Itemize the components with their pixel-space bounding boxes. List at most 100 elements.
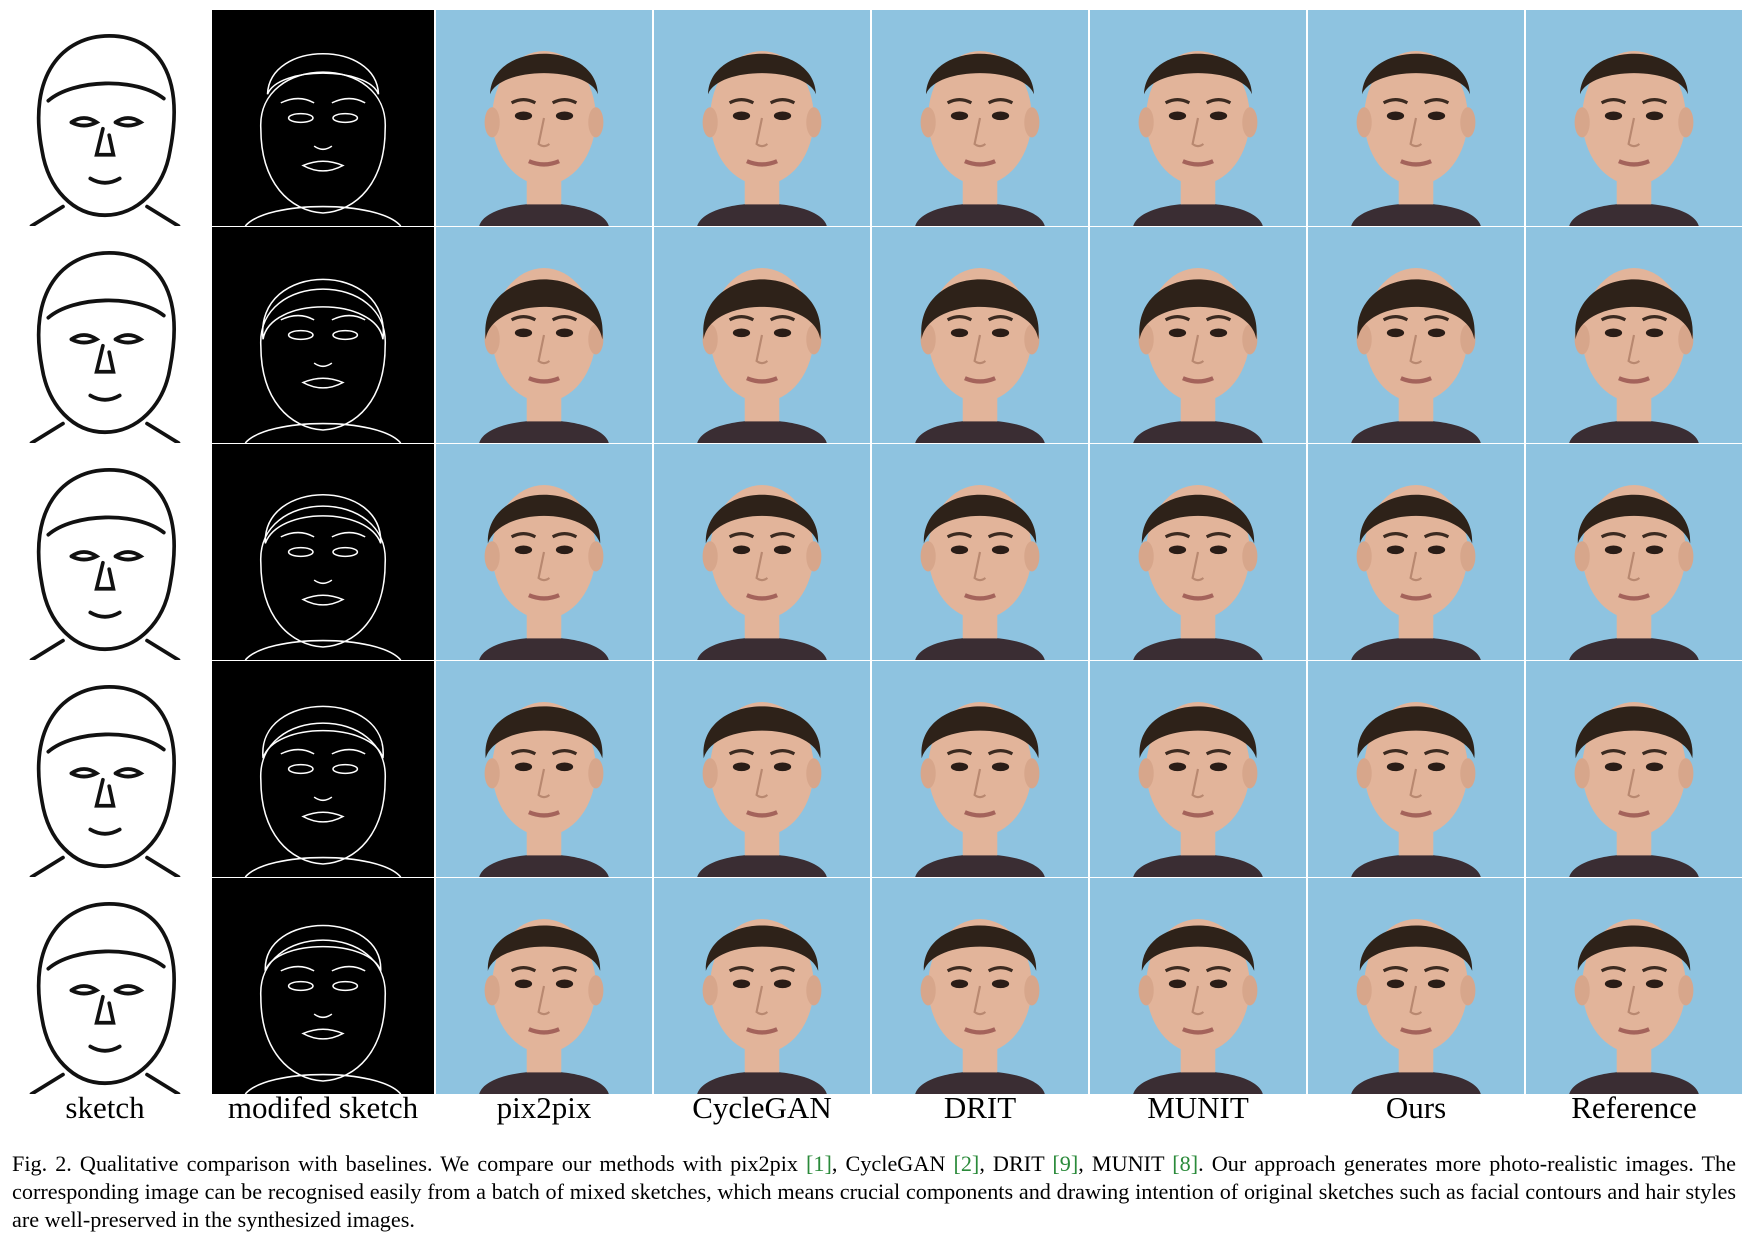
photo-image [1526, 661, 1742, 877]
label-pix2pix: pix2pix [496, 1090, 592, 1125]
caption-text: , CycleGAN [831, 1151, 954, 1176]
photo-image [1308, 10, 1524, 226]
label-modified-sketch: modifed sketch [227, 1090, 419, 1125]
edge-image [212, 661, 434, 877]
photo-image [436, 661, 652, 877]
figure-cell-reference-row-5 [1526, 878, 1742, 1094]
photo-image [872, 444, 1088, 660]
figure-cell-sketch-row-1 [0, 10, 210, 226]
caption-text: , MUNIT [1078, 1151, 1173, 1176]
photo-image [1090, 10, 1306, 226]
figure-caption: Fig. 2. Qualitative comparison with base… [12, 1150, 1736, 1234]
photo-image [654, 227, 870, 443]
figure-cell-ours-row-5 [1308, 878, 1524, 1094]
photo-image [1526, 227, 1742, 443]
label-sketch: sketch [65, 1090, 145, 1125]
label-ours: Ours [1385, 1090, 1447, 1125]
sketch-image [0, 661, 210, 877]
citation-link[interactable]: [1] [806, 1151, 832, 1176]
comparison-figure-grid [0, 10, 1746, 1094]
photo-image [872, 227, 1088, 443]
sketch-image [0, 878, 210, 1094]
figure-cell-pix2pix-row-1 [436, 10, 652, 226]
figure-cell-modified-row-5 [212, 878, 434, 1094]
figure-cell-cyclegan-row-4 [654, 661, 870, 877]
photo-image [1090, 661, 1306, 877]
figure-cell-sketch-row-2 [0, 227, 210, 443]
photo-image [436, 227, 652, 443]
caption-text: Fig. 2. Qualitative comparison with base… [12, 1151, 807, 1176]
figure-cell-drit-row-3 [872, 444, 1088, 660]
photo-image [1526, 878, 1742, 1094]
edge-image [212, 227, 434, 443]
column-labels: sketch modifed sketch pix2pix CycleGAN D… [0, 1087, 1746, 1129]
figure-cell-cyclegan-row-3 [654, 444, 870, 660]
figure-cell-pix2pix-row-5 [436, 878, 652, 1094]
caption-text: . Our approach generates more photo-real… [12, 1151, 1736, 1232]
citation-link[interactable]: [8] [1172, 1151, 1199, 1176]
citation-link[interactable]: [2] [953, 1151, 980, 1176]
figure-cell-cyclegan-row-2 [654, 227, 870, 443]
photo-image [1308, 444, 1524, 660]
photo-image [1090, 227, 1306, 443]
label-cyclegan: CycleGAN [692, 1090, 832, 1125]
label-drit: DRIT [943, 1090, 1017, 1125]
figure-cell-munit-row-2 [1090, 227, 1306, 443]
figure-cell-munit-row-1 [1090, 10, 1306, 226]
figure-cell-reference-row-3 [1526, 444, 1742, 660]
figure-cell-modified-row-2 [212, 227, 434, 443]
figure-cell-pix2pix-row-4 [436, 661, 652, 877]
figure-cell-munit-row-3 [1090, 444, 1306, 660]
photo-image [1308, 878, 1524, 1094]
sketch-image [0, 10, 210, 226]
photo-image [1308, 227, 1524, 443]
figure-cell-modified-row-1 [212, 10, 434, 226]
figure-cell-cyclegan-row-5 [654, 878, 870, 1094]
figure-cell-pix2pix-row-2 [436, 227, 652, 443]
photo-image [1308, 661, 1524, 877]
figure-cell-munit-row-4 [1090, 661, 1306, 877]
photo-image [654, 878, 870, 1094]
figure-cell-sketch-row-3 [0, 444, 210, 660]
figure-cell-ours-row-4 [1308, 661, 1524, 877]
figure-cell-sketch-row-5 [0, 878, 210, 1094]
figure-cell-reference-row-1 [1526, 10, 1742, 226]
figure-cell-cyclegan-row-1 [654, 10, 870, 226]
edge-image [212, 878, 434, 1094]
figure-cell-drit-row-1 [872, 10, 1088, 226]
figure-cell-ours-row-1 [1308, 10, 1524, 226]
photo-image [436, 878, 652, 1094]
figure-cell-modified-row-4 [212, 661, 434, 877]
figure-cell-reference-row-4 [1526, 661, 1742, 877]
figure-cell-ours-row-2 [1308, 227, 1524, 443]
label-reference: Reference [1571, 1090, 1697, 1125]
photo-image [1090, 878, 1306, 1094]
figure-cell-modified-row-3 [212, 444, 434, 660]
photo-image [872, 878, 1088, 1094]
figure-cell-sketch-row-4 [0, 661, 210, 877]
photo-image [872, 10, 1088, 226]
photo-image [436, 10, 652, 226]
citation-link[interactable]: [9] [1052, 1151, 1079, 1176]
sketch-image [0, 444, 210, 660]
photo-image [654, 10, 870, 226]
edge-image [212, 10, 434, 226]
photo-image [1526, 10, 1742, 226]
label-munit: MUNIT [1147, 1090, 1249, 1125]
figure-cell-reference-row-2 [1526, 227, 1742, 443]
photo-image [654, 444, 870, 660]
figure-cell-drit-row-2 [872, 227, 1088, 443]
photo-image [1090, 444, 1306, 660]
photo-image [1526, 444, 1742, 660]
figure-cell-drit-row-4 [872, 661, 1088, 877]
photo-image [872, 661, 1088, 877]
figure-cell-pix2pix-row-3 [436, 444, 652, 660]
edge-image [212, 444, 434, 660]
figure-cell-munit-row-5 [1090, 878, 1306, 1094]
figure-cell-ours-row-3 [1308, 444, 1524, 660]
caption-text: , DRIT [979, 1151, 1053, 1176]
photo-image [654, 661, 870, 877]
figure-cell-drit-row-5 [872, 878, 1088, 1094]
sketch-image [0, 227, 210, 443]
photo-image [436, 444, 652, 660]
